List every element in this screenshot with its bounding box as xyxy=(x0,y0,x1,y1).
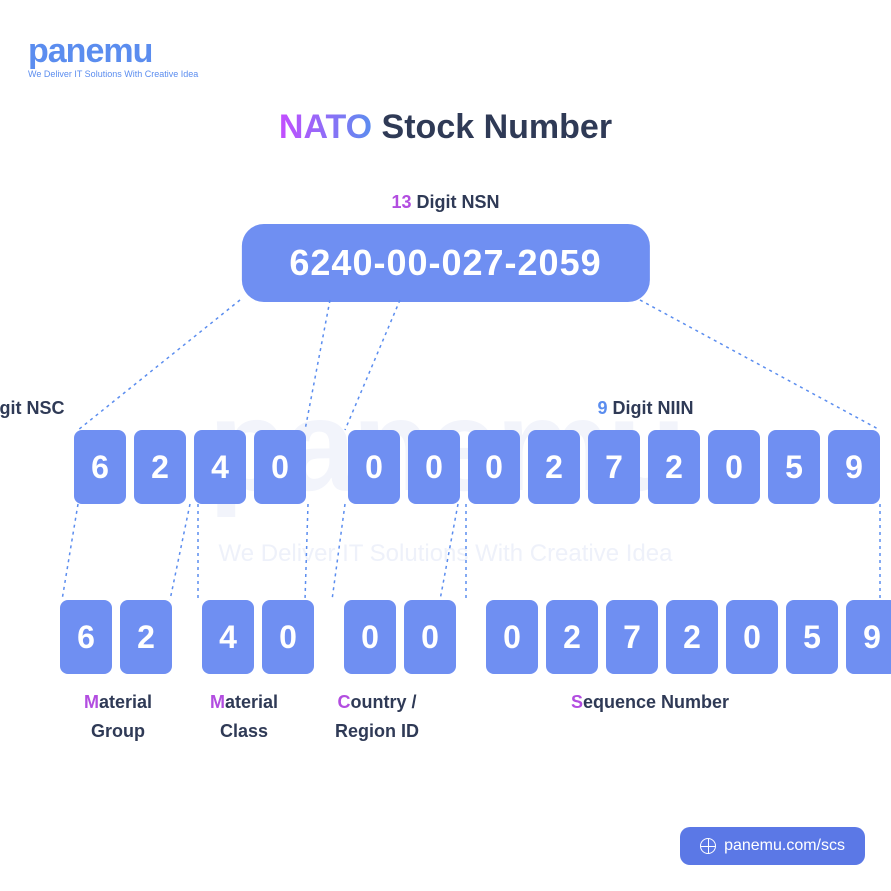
niin-digit: 2 xyxy=(648,430,700,504)
page-title: NATO Stock Number xyxy=(0,108,891,147)
row-breakdown: 6 2 4 0 0 0 0 2 7 2 0 5 9 xyxy=(60,600,891,674)
seq-digit: 7 xyxy=(606,600,658,674)
cr-digit: 0 xyxy=(344,600,396,674)
brand-tagline: We Deliver IT Solutions With Creative Id… xyxy=(28,69,198,79)
nsn-full-value: 6240-00-027-2059 xyxy=(241,224,649,302)
seq-digit: 5 xyxy=(786,600,838,674)
seq-digit: 2 xyxy=(546,600,598,674)
nsn-label-accent: 13 xyxy=(391,192,411,212)
seq-digit: 0 xyxy=(486,600,538,674)
mg-digit: 6 xyxy=(60,600,112,674)
niin-digit: 0 xyxy=(708,430,760,504)
label-sequence-number: Sequence Number xyxy=(500,688,800,717)
nsc-digit: 4 xyxy=(194,430,246,504)
niin-digit: 2 xyxy=(528,430,580,504)
title-highlight: NATO xyxy=(279,108,372,146)
cr-digit: 0 xyxy=(404,600,456,674)
nsc-digit: 6 xyxy=(74,430,126,504)
niin-digit: 0 xyxy=(408,430,460,504)
niin-label-rest: Digit NIIN xyxy=(608,398,694,418)
nsc-digit: 2 xyxy=(134,430,186,504)
niin-digit: 5 xyxy=(768,430,820,504)
label-country-region: Country /Region ID xyxy=(312,688,442,746)
brand-logo: panemu We Deliver IT Solutions With Crea… xyxy=(28,32,198,79)
row-nsc-niin: 6 2 4 0 0 0 0 2 7 2 0 5 9 xyxy=(74,430,880,504)
niin-digit: 0 xyxy=(468,430,520,504)
mc-digit: 0 xyxy=(262,600,314,674)
mg-digit: 2 xyxy=(120,600,172,674)
label-material-group: MaterialGroup xyxy=(58,688,178,746)
nsn-label-rest: Digit NSN xyxy=(412,192,500,212)
globe-icon xyxy=(700,838,716,854)
label-material-class: MaterialClass xyxy=(184,688,304,746)
seq-digit: 9 xyxy=(846,600,891,674)
niin-digit: 0 xyxy=(348,430,400,504)
footer-url: panemu.com/scs xyxy=(724,837,845,855)
nsn-label: 13 Digit NSN xyxy=(0,192,891,213)
niin-digit: 9 xyxy=(828,430,880,504)
niin-label: 9 Digit NIIN xyxy=(200,398,891,419)
niin-label-accent: 9 xyxy=(597,398,607,418)
brand-name: panemu xyxy=(28,32,198,71)
title-rest: Stock Number xyxy=(372,108,612,146)
footer-link[interactable]: panemu.com/scs xyxy=(680,827,865,865)
nsc-label-rest: Digit NSC xyxy=(0,398,65,418)
niin-digit: 7 xyxy=(588,430,640,504)
seq-digit: 0 xyxy=(726,600,778,674)
nsc-digit: 0 xyxy=(254,430,306,504)
watermark-small: We Deliver IT Solutions With Creative Id… xyxy=(0,540,891,568)
mc-digit: 4 xyxy=(202,600,254,674)
seq-digit: 2 xyxy=(666,600,718,674)
